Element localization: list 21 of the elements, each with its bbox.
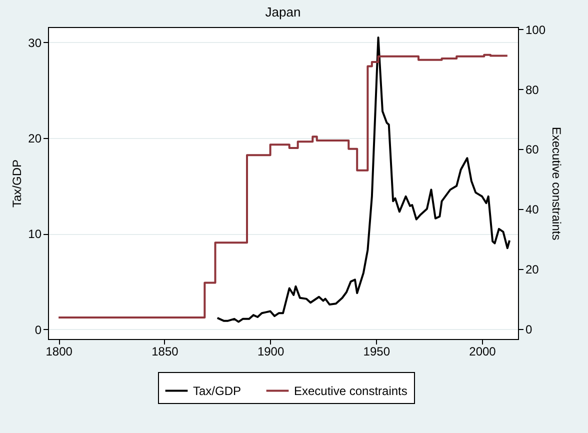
legend-label: Tax/GDP [193, 384, 242, 398]
y2-tick-label: 100 [526, 22, 546, 37]
x-tick-label: 1950 [363, 344, 390, 358]
line-series [216, 36, 511, 323]
y2-tick-label: 20 [526, 262, 540, 276]
y2-tick-label: 40 [526, 202, 540, 217]
x-tick-label: 2000 [469, 344, 496, 358]
y-tick-label: 30 [28, 36, 42, 50]
y-tick-label: 10 [28, 227, 42, 242]
legend-label: Executive constraints [294, 384, 408, 398]
y2-tick-label: 80 [526, 82, 540, 97]
x-tick-label: 1900 [257, 344, 284, 358]
y2-tick-label: 60 [526, 142, 540, 157]
x-tick-label: 1850 [152, 344, 179, 358]
chart-title: Japan [265, 4, 301, 20]
y-tick-label: 0 [34, 322, 42, 337]
y-tick-label: 20 [28, 132, 42, 146]
y2-axis-title: Executive constraints [550, 126, 564, 240]
y2-tick-label: 0 [526, 322, 532, 336]
y-axis-title: Tax/GDP [10, 159, 24, 208]
x-tick-label: 1800 [46, 344, 73, 358]
